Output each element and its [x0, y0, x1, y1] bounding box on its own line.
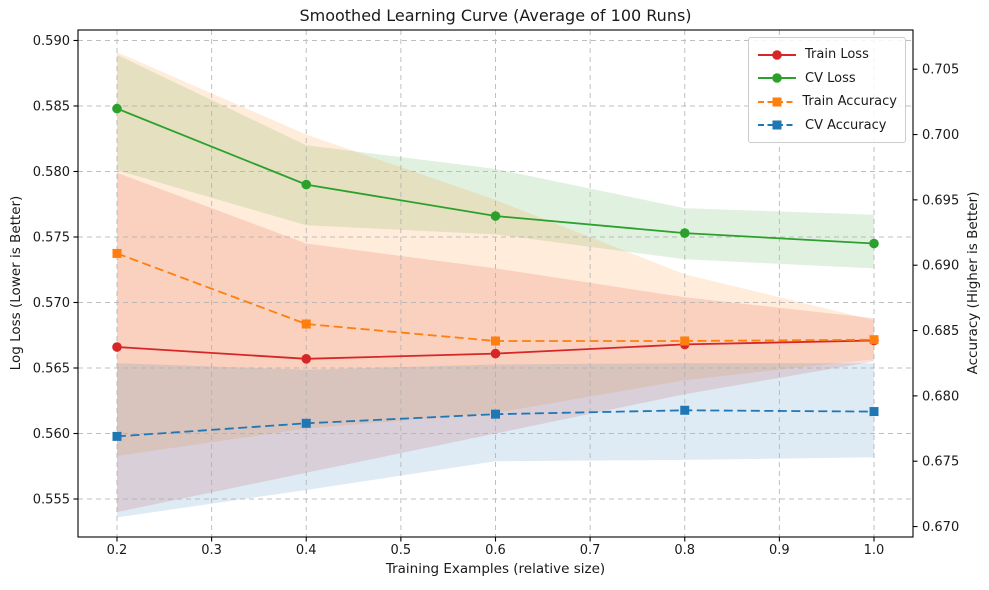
series-markers-cv-accuracy: [112, 405, 879, 441]
legend-label: CV Accuracy: [805, 117, 887, 133]
x-tick-label: 0.6: [485, 543, 506, 558]
data-point-cv-loss: [112, 103, 122, 114]
right-y-tick-label: 0.695: [922, 193, 959, 208]
legend-item-train-accuracy: Train Accuracy: [757, 90, 897, 114]
data-point-train-accuracy: [869, 335, 879, 345]
data-point-train-loss: [112, 342, 122, 352]
x-tick-label: 1.0: [864, 543, 885, 558]
data-point-cv-accuracy: [680, 405, 690, 415]
confidence-band-cv-loss: [117, 54, 874, 269]
data-point-cv-loss: [869, 238, 879, 249]
right-y-tick-label: 0.680: [922, 389, 959, 404]
x-tick-label: 0.7: [580, 543, 601, 558]
x-tick-label: 0.9: [769, 543, 790, 558]
legend-cv-loss-swatch-icon: [758, 73, 796, 84]
data-point-train-accuracy: [491, 336, 500, 346]
legend-train-accuracy-swatch-icon: [758, 97, 795, 107]
data-point-cv-loss: [679, 228, 690, 238]
series-markers-cv-loss: [112, 103, 879, 249]
y-axis-label-left: Log Loss (Lower is Better): [8, 195, 24, 371]
x-tick-label: 0.2: [107, 543, 128, 558]
left-y-tick-label: 0.555: [33, 493, 70, 508]
left-y-tick-label: 0.580: [33, 165, 70, 180]
data-point-cv-loss: [301, 179, 312, 190]
right-y-tick-label: 0.705: [922, 63, 959, 78]
legend-train-loss-swatch-icon: [758, 49, 796, 60]
legend-label: Train Accuracy: [802, 94, 897, 110]
left-y-tick-label: 0.590: [33, 34, 70, 49]
left-y-tick-label: 0.560: [33, 427, 70, 442]
chart-title: Smoothed Learning Curve (Average of 100 …: [299, 6, 692, 25]
y-axis-label-right: Accuracy (Higher is Better): [965, 191, 981, 375]
right-y-tick-label: 0.675: [922, 455, 959, 470]
x-tick-label: 0.4: [296, 543, 317, 558]
series-markers-train-accuracy: [112, 248, 879, 346]
legend-label: Train Loss: [805, 47, 869, 63]
left-y-tick-label: 0.570: [33, 296, 70, 311]
legend-item-cv-accuracy: CV Accuracy: [757, 114, 897, 138]
right-y-tick-label: 0.670: [922, 520, 959, 535]
data-point-train-loss: [301, 354, 312, 364]
right-y-tick-label: 0.690: [922, 259, 959, 274]
data-point-train-accuracy: [680, 336, 690, 346]
tick-marks: [73, 39, 918, 542]
x-tick-label: 0.8: [674, 543, 695, 558]
x-tick-label: 0.5: [391, 543, 412, 558]
left-y-tick-label: 0.565: [33, 362, 70, 377]
data-point-cv-accuracy: [869, 407, 879, 417]
right-y-tick-label: 0.685: [922, 324, 959, 339]
right-y-tick-label: 0.700: [922, 128, 959, 143]
data-point-cv-accuracy: [491, 409, 500, 419]
data-point-train-loss: [490, 348, 501, 359]
legend: Train Loss CV Loss Train Accuracy CV Accura…: [748, 37, 906, 143]
x-axis-label: Training Examples (relative size): [385, 561, 606, 577]
data-point-train-accuracy: [301, 319, 311, 329]
legend-label: CV Loss: [805, 70, 856, 86]
left-y-tick-label: 0.585: [33, 99, 70, 114]
left-y-tick-label: 0.575: [33, 230, 70, 245]
legend-item-cv-loss: CV Loss: [757, 67, 897, 91]
legend-item-train-loss: Train Loss: [757, 43, 897, 67]
data-point-cv-accuracy: [301, 418, 311, 428]
data-point-cv-loss: [490, 211, 501, 221]
x-tick-label: 0.3: [201, 543, 222, 558]
legend-cv-accuracy-swatch-icon: [758, 120, 796, 130]
data-point-train-accuracy: [112, 248, 122, 258]
data-point-cv-accuracy: [112, 431, 122, 441]
tick-labels: 0.2 0.3 0.4 0.5 0.6 0.7 0.8 0.9 1.0 0.555 0.560 0.5…: [33, 34, 959, 558]
